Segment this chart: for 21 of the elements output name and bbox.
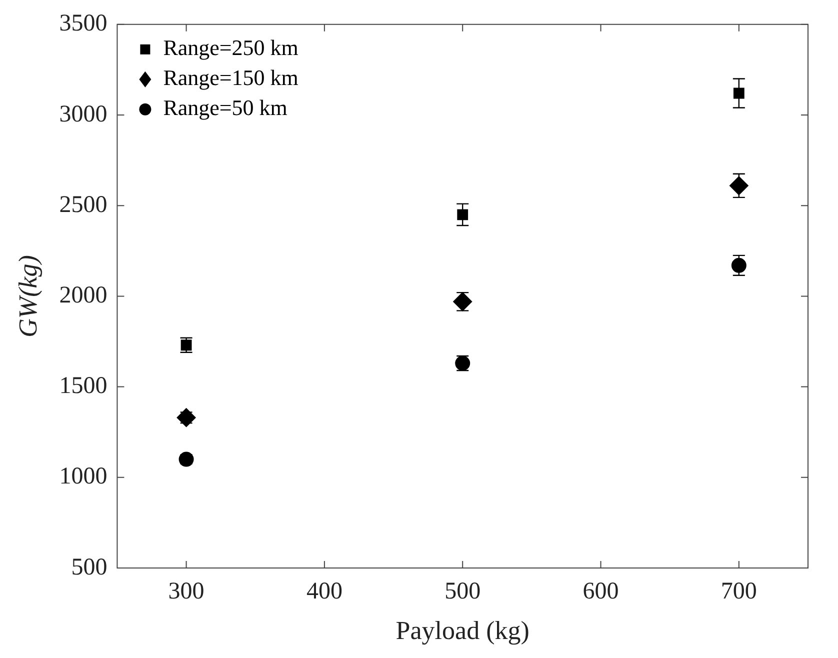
y-tick-label: 3000 — [59, 101, 108, 128]
x-tick-label: 300 — [168, 578, 204, 605]
y-tick-label: 2000 — [59, 282, 108, 308]
x-tick-label: 700 — [720, 578, 757, 605]
x-tick-label: 600 — [582, 578, 619, 605]
y-tick-label: 1000 — [59, 464, 108, 490]
legend-label: Range=250 km — [163, 35, 298, 60]
x-axis-title: Payload (kg) — [396, 616, 530, 646]
x-tick-label: 400 — [306, 578, 342, 605]
point — [178, 452, 194, 467]
y-axis-title: GW(kg) — [13, 255, 42, 338]
y-tick-label: 500 — [71, 554, 108, 580]
y-tick-label: 2500 — [59, 192, 108, 218]
point — [176, 408, 196, 428]
x-tick-label: 500 — [444, 578, 481, 605]
point — [457, 209, 468, 220]
legend-label: Range=150 km — [163, 65, 298, 90]
legend-label: Range=50 km — [163, 95, 288, 120]
y-tick-label: 1500 — [59, 373, 108, 400]
y-tick-label: 3500 — [59, 10, 108, 37]
point — [453, 292, 472, 312]
